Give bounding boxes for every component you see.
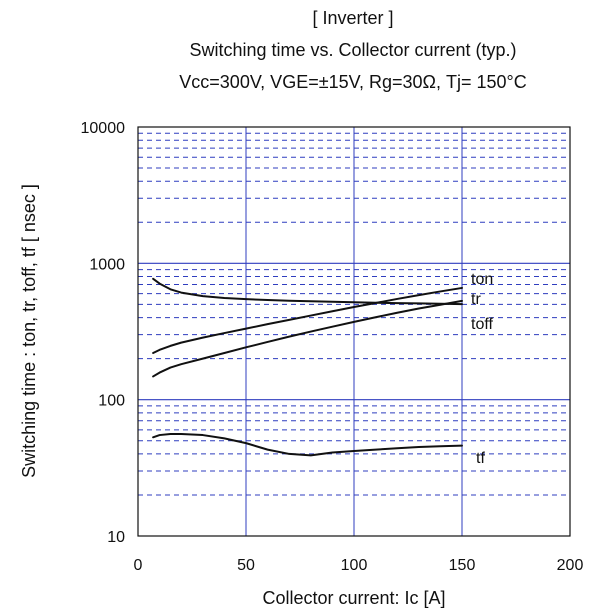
x-tick-50: 50: [237, 557, 255, 574]
chart-title: [ Inverter ]: [312, 8, 393, 28]
grid-layer: [138, 127, 570, 536]
x-axis-label: Collector current: Ic [A]: [262, 588, 445, 608]
y-tick-100: 100: [98, 393, 125, 410]
series-label-ton: ton: [471, 271, 493, 288]
y-axis-label: Switching time : ton, tr, toff, tf [ nse…: [19, 184, 39, 478]
tick-layer: 0 50 100 150 200 10 100 1000 10000: [81, 120, 584, 574]
label-layer: ton tr toff tf: [471, 271, 494, 467]
series-layer: [152, 277, 463, 457]
y-tick-10: 10: [107, 529, 125, 546]
chart-conditions: Vcc=300V, VGE=±15V, Rg=30Ω, Tj= 150°C: [179, 72, 526, 92]
x-tick-150: 150: [449, 557, 476, 574]
series-ton-line: [152, 286, 463, 354]
chart-subtitle: Switching time vs. Collector current (ty…: [189, 40, 516, 60]
plot-frame: [137, 126, 571, 537]
series-label-tf: tf: [476, 450, 485, 467]
y-tick-1000: 1000: [89, 256, 125, 273]
series-toff-line: [152, 277, 463, 306]
x-tick-100: 100: [341, 557, 368, 574]
series-label-toff: toff: [471, 316, 494, 333]
y-tick-10000: 10000: [81, 120, 126, 137]
series-tr-line: [152, 299, 463, 378]
series-tf-line: [152, 433, 463, 457]
x-tick-0: 0: [134, 557, 143, 574]
x-tick-200: 200: [557, 557, 584, 574]
series-label-tr: tr: [471, 291, 481, 308]
